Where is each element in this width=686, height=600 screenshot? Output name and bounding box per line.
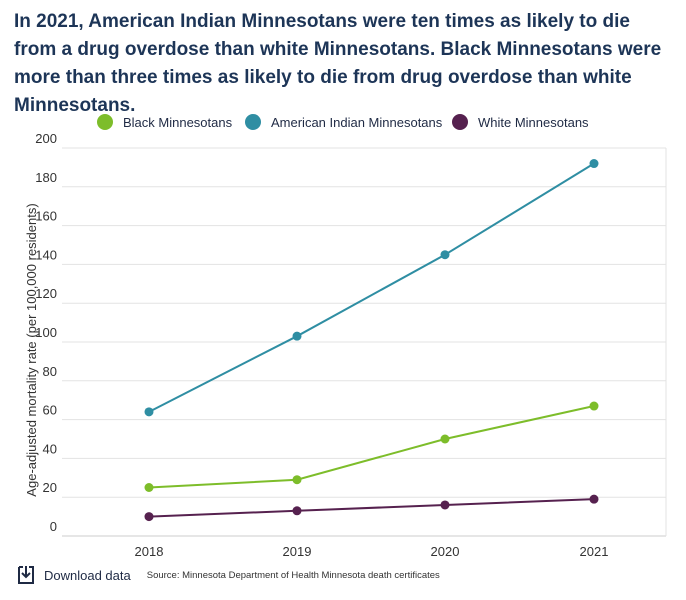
y-axis-ticks: 0 20 40 60 80 100 120 140 160 180 200 bbox=[35, 131, 57, 534]
y-tick-label: 40 bbox=[43, 441, 57, 456]
legend-label: Black Minnesotans bbox=[123, 115, 233, 130]
data-point[interactable] bbox=[292, 506, 302, 516]
download-icon bbox=[16, 565, 36, 585]
series-2 bbox=[144, 494, 599, 522]
chart-title: In 2021, American Indian Minnesotans wer… bbox=[14, 11, 662, 116]
data-point[interactable] bbox=[144, 407, 154, 417]
legend-item[interactable]: American Indian Minnesotans bbox=[245, 114, 443, 130]
legend-label: American Indian Minnesotans bbox=[271, 115, 443, 130]
legend-item[interactable]: White Minnesotans bbox=[452, 114, 589, 130]
series-0 bbox=[144, 401, 599, 492]
x-tick-label: 2021 bbox=[580, 544, 609, 559]
y-tick-label: 20 bbox=[43, 480, 57, 495]
y-tick-label: 100 bbox=[35, 325, 57, 340]
data-point[interactable] bbox=[589, 401, 599, 411]
data-point[interactable] bbox=[144, 483, 154, 492]
legend-item[interactable]: Black Minnesotans bbox=[97, 114, 233, 130]
line-chart: Black Minnesotans American Indian Minneso… bbox=[24, 114, 667, 559]
y-tick-label: 80 bbox=[43, 364, 57, 379]
data-point[interactable] bbox=[589, 159, 599, 169]
data-point[interactable] bbox=[292, 475, 302, 485]
y-axis-label: Age-adjusted mortality rate (per 100,000… bbox=[24, 203, 39, 496]
data-point[interactable] bbox=[440, 434, 450, 444]
source-note: Source: Minnesota Department of Health M… bbox=[146, 569, 440, 581]
x-tick-label: 2020 bbox=[431, 544, 460, 559]
y-tick-label: 180 bbox=[35, 170, 57, 185]
data-point[interactable] bbox=[440, 500, 450, 510]
y-tick-label: 0 bbox=[50, 519, 57, 534]
grid bbox=[62, 147, 667, 537]
series-line bbox=[148, 405, 595, 489]
download-data-button[interactable]: Download data bbox=[16, 565, 131, 585]
legend-swatch bbox=[97, 114, 113, 130]
download-data-label: Download data bbox=[44, 567, 131, 583]
series-line bbox=[148, 162, 595, 413]
footer: Download data Source: Minnesota Departme… bbox=[16, 563, 440, 587]
series-group bbox=[144, 159, 599, 522]
y-tick-label: 200 bbox=[35, 131, 57, 146]
legend-swatch bbox=[245, 114, 261, 130]
data-point[interactable] bbox=[440, 250, 450, 260]
data-point[interactable] bbox=[144, 512, 154, 522]
series-1 bbox=[144, 159, 599, 417]
x-tick-label: 2019 bbox=[283, 544, 312, 559]
y-tick-label: 120 bbox=[35, 286, 57, 301]
y-tick-label: 60 bbox=[43, 403, 57, 418]
series-line bbox=[148, 498, 595, 518]
data-point[interactable] bbox=[589, 494, 599, 504]
data-point[interactable] bbox=[292, 331, 302, 341]
legend: Black Minnesotans American Indian Minneso… bbox=[97, 114, 589, 130]
legend-label: White Minnesotans bbox=[478, 115, 589, 130]
legend-swatch bbox=[452, 114, 468, 130]
y-tick-label: 140 bbox=[35, 247, 57, 262]
x-axis-ticks: 2018 2019 2020 2021 bbox=[135, 544, 609, 559]
y-tick-label: 160 bbox=[35, 209, 57, 224]
x-tick-label: 2018 bbox=[135, 544, 164, 559]
